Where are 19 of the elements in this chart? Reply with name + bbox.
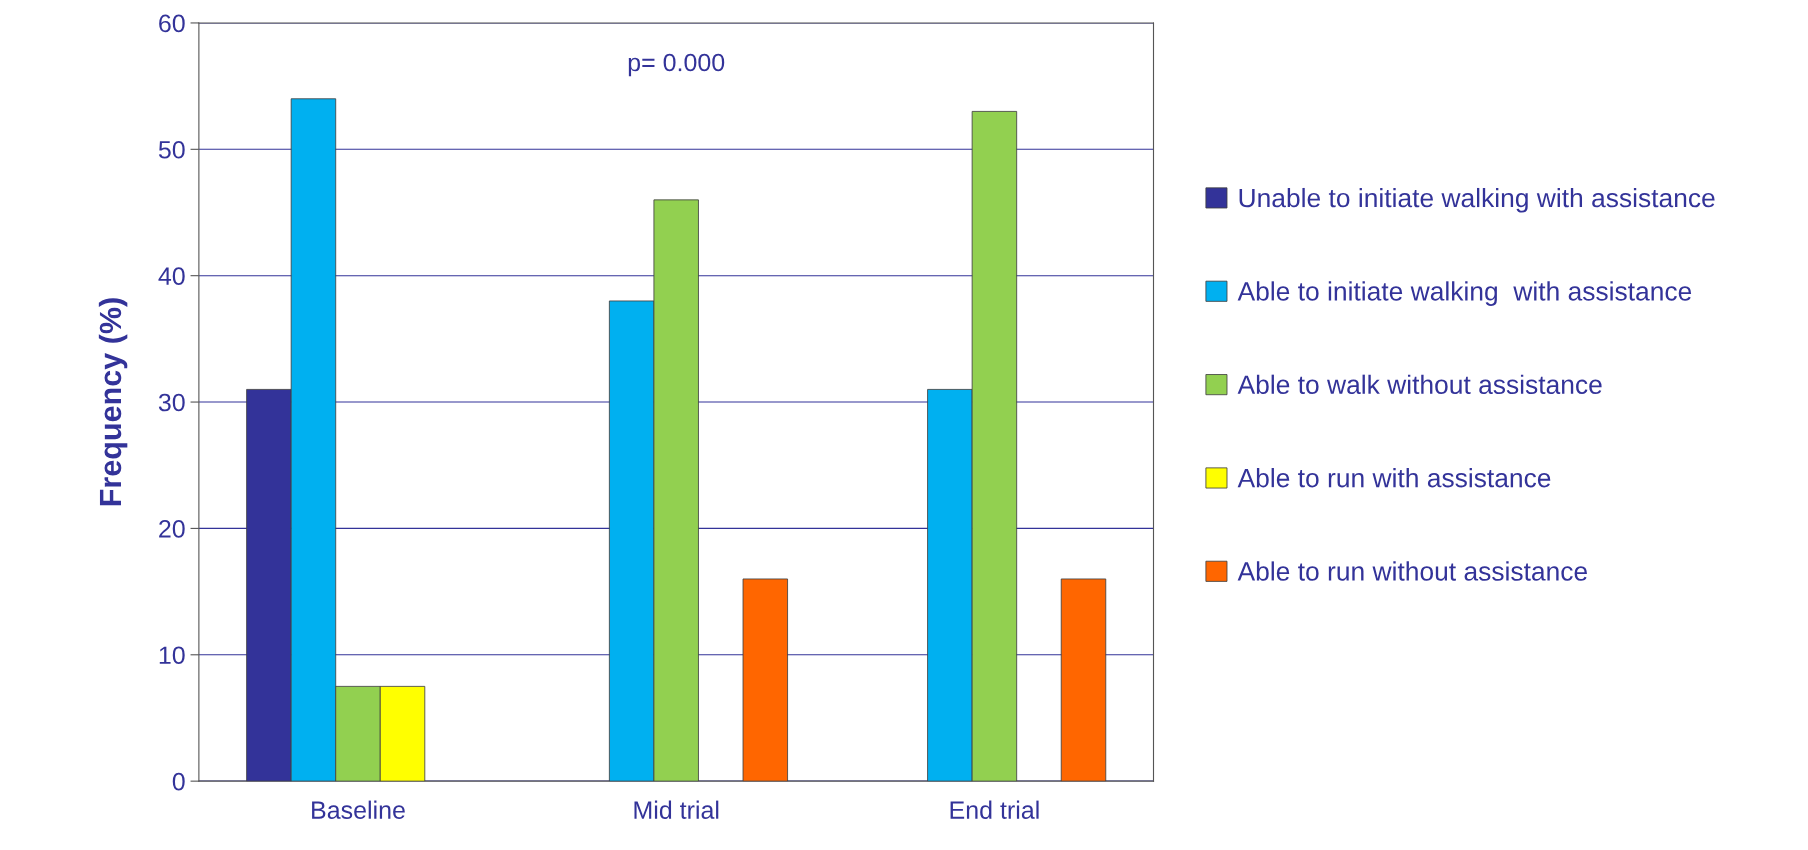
annotation: p= 0.000: [628, 53, 725, 77]
bar: [742, 578, 788, 782]
y-axis-title: Frequency (%): [98, 298, 128, 506]
legend-label: Able to run with assistance: [1237, 468, 1551, 488]
x-tick-label: Mid trial: [634, 800, 719, 819]
y-tick-label: 60: [159, 14, 185, 33]
bar: [1060, 578, 1107, 782]
x-tick-label: Baseline: [312, 800, 405, 819]
legend-label: Able to run without assistance: [1237, 561, 1587, 581]
y-tick-label: 20: [159, 520, 185, 538]
y-tick-label: 50: [158, 140, 185, 159]
y-tick-label: 10: [159, 646, 185, 665]
legend-label: Unable to initiate walking with assistance: [1239, 187, 1715, 213]
y-tick-label: 0: [172, 772, 185, 791]
legend-label: Able to initiate walking with assistance: [1237, 281, 1692, 306]
x-tick-label: End trial: [950, 800, 1039, 819]
y-tick-label: 30: [158, 393, 185, 412]
legend-label: Able to walk without assistance: [1237, 374, 1602, 395]
y-tick-label: 40: [158, 267, 185, 285]
